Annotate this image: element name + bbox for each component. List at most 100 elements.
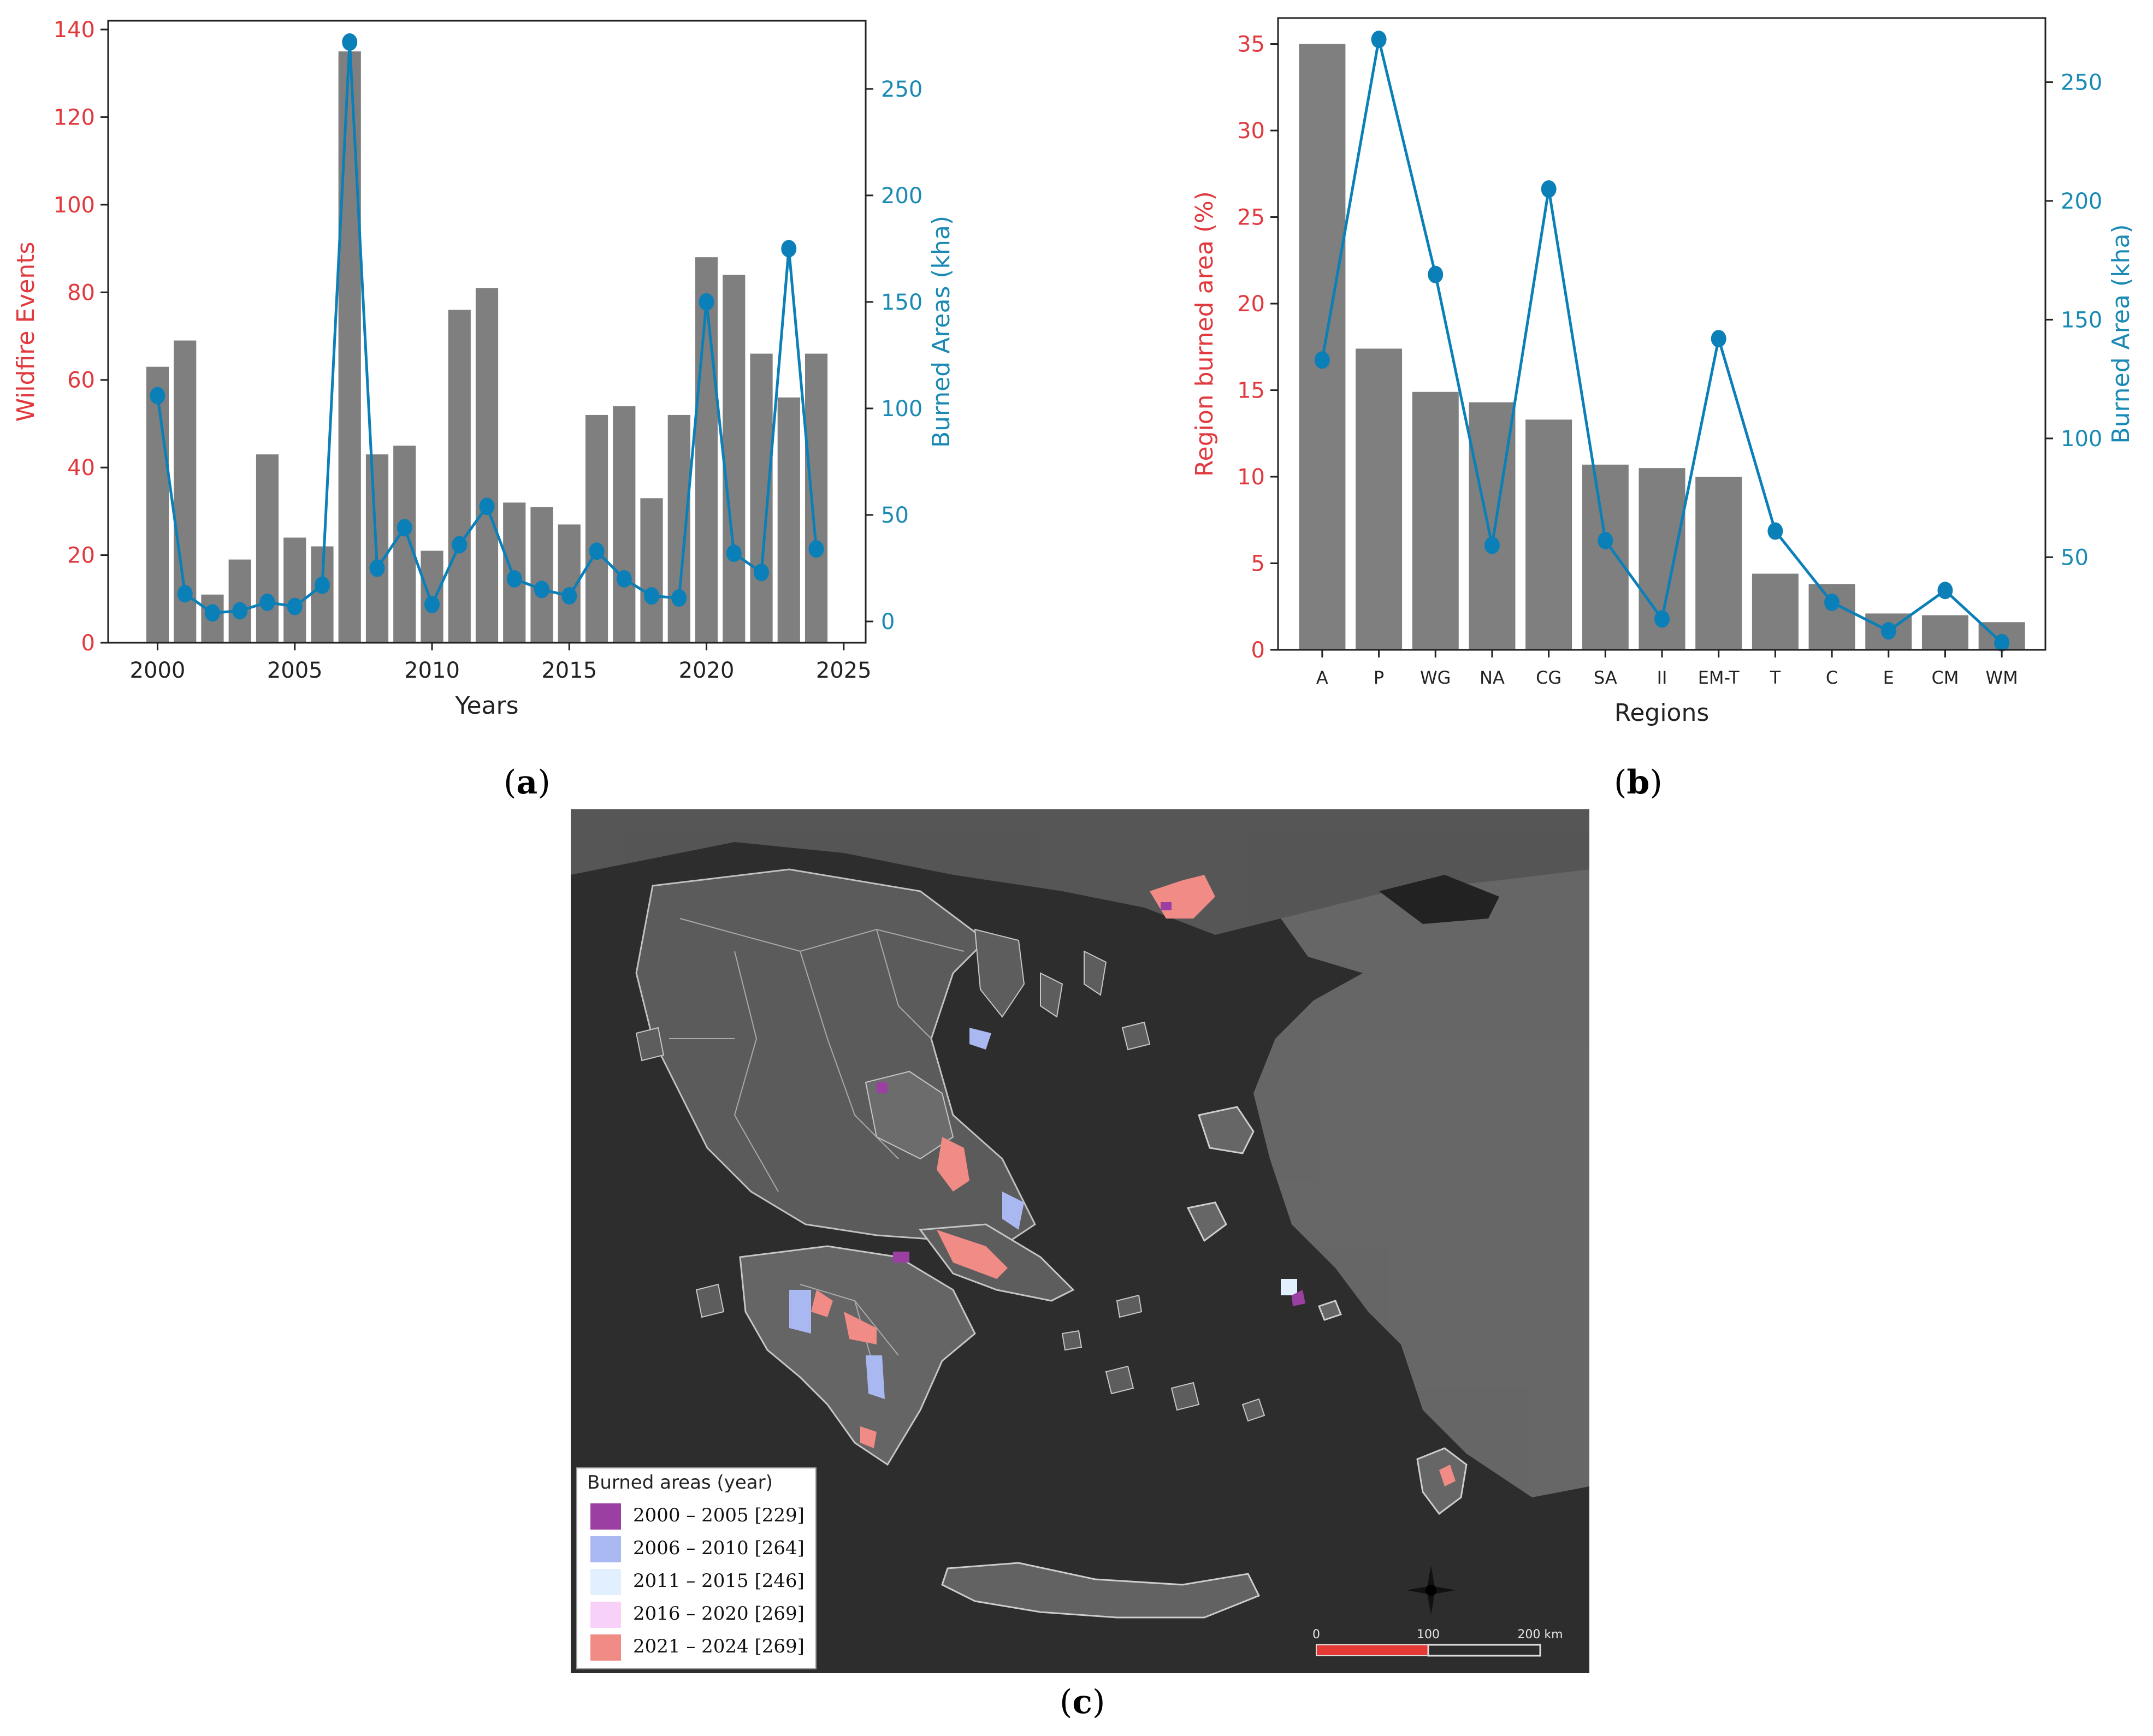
- chart-wildfire-events-by-year: 0 20 40 60 80 100 120 140 0 50 100 150 200 250 2000 200…: [12, 17, 955, 720]
- data-point: [754, 564, 770, 582]
- bar: [613, 406, 636, 643]
- y2-tick-label: 150: [881, 290, 922, 315]
- legend-item-2021-2024: 2021 – 2024 [269]: [590, 1632, 814, 1661]
- data-point: [1598, 531, 1613, 549]
- data-point: [808, 540, 824, 558]
- chart-burned-area-by-region: 0 5 10 15 20 25 30 35 50 100 150 200 250 A P WG NA CG SA II…: [1191, 17, 2135, 727]
- y-tick-label: 60: [67, 368, 95, 393]
- y2-tick-label: 250: [881, 77, 922, 102]
- bar: [1582, 464, 1629, 650]
- data-point: [1541, 180, 1557, 198]
- data-point: [1371, 31, 1387, 49]
- bar: [805, 353, 828, 643]
- data-point: [534, 580, 550, 599]
- bar: [1412, 392, 1459, 650]
- x-tick-label: II: [1657, 667, 1667, 688]
- panel-label-c: (c): [1060, 1683, 1105, 1721]
- plot-frame: [107, 20, 867, 644]
- data-point: [1711, 330, 1726, 348]
- land-masses: [571, 809, 1589, 1619]
- y-tick-label: 40: [67, 455, 95, 481]
- legend-swatch: [590, 1602, 621, 1628]
- x-tick-label: WG: [1420, 667, 1451, 688]
- scale-label-100: 100: [1417, 1628, 1440, 1642]
- y-tick-label: 120: [54, 105, 95, 130]
- x-axis-label: Years: [454, 692, 518, 720]
- legend-swatch: [590, 1503, 621, 1530]
- data-point: [314, 576, 330, 594]
- bar: [585, 414, 608, 643]
- y-tick-label: 10: [1237, 465, 1265, 490]
- y-tick-label: 30: [1237, 119, 1265, 144]
- bar: [1525, 419, 1572, 650]
- map-legend: Burned areas (year) 2000 – 2005 [229] 20…: [576, 1467, 817, 1669]
- x-tick-label: 2020: [679, 658, 735, 683]
- legend-swatch: [590, 1569, 621, 1595]
- bar: [146, 366, 169, 643]
- x-tick-label: SA: [1594, 667, 1617, 688]
- data-point: [1767, 522, 1783, 540]
- region-borders: [669, 918, 965, 1378]
- data-point: [369, 559, 385, 577]
- scale-label-0: 0: [1312, 1628, 1320, 1642]
- x-tick-label: WM: [1986, 667, 2018, 688]
- x-tick-label: P: [1374, 667, 1384, 688]
- bar: [695, 257, 718, 643]
- y-tick-label: 140: [54, 17, 95, 43]
- x-tick-label: CM: [1931, 667, 1959, 688]
- y-tick-label: 5: [1251, 552, 1265, 577]
- legend-item-2011-2015: 2011 – 2015 [246]: [590, 1567, 814, 1595]
- greece-burned-areas-map: 0 100 200 km Burned areas (year) 2000 – …: [571, 809, 1589, 1673]
- legend-label: 2011 – 2015 [246]: [633, 1570, 805, 1592]
- bar: [1299, 44, 1346, 650]
- x-tick-label: NA: [1480, 667, 1505, 688]
- x-axis-label: Regions: [1614, 699, 1710, 727]
- data-point: [616, 570, 632, 588]
- bar: [723, 275, 746, 643]
- data-point: [726, 544, 742, 562]
- bar: [1752, 573, 1799, 650]
- scale-label-200: 200 km: [1517, 1628, 1563, 1642]
- legend-label: 2021 – 2024 [269]: [633, 1636, 805, 1657]
- data-point: [1880, 622, 1896, 640]
- bar: [393, 446, 416, 643]
- burned-areas: [789, 875, 1456, 1486]
- y-tick-label: 15: [1237, 378, 1265, 404]
- y-tick-label: 80: [67, 280, 95, 305]
- legend-label: 2000 – 2005 [229]: [633, 1504, 805, 1526]
- north-arrow-icon: [1406, 1566, 1456, 1615]
- y-tick-label: 0: [81, 631, 95, 656]
- data-point: [479, 497, 495, 516]
- x-tick-label: 2025: [816, 658, 872, 683]
- y2-tick-label: 100: [881, 396, 922, 422]
- x-tick-label: E: [1883, 667, 1894, 688]
- legend-label: 2016 – 2020 [269]: [633, 1603, 805, 1625]
- data-point: [424, 595, 440, 613]
- x-tick-label: C: [1826, 667, 1838, 688]
- data-point: [1654, 610, 1670, 628]
- legend-swatch: [590, 1536, 621, 1562]
- x-tick-label: A: [1316, 667, 1328, 688]
- data-point: [589, 542, 605, 560]
- y2-tick-label: 50: [2061, 545, 2089, 570]
- data-point: [671, 589, 687, 607]
- legend-item-2000-2005: 2000 – 2005 [229]: [590, 1501, 814, 1530]
- bar: [640, 498, 663, 643]
- scale-bar: [1316, 1644, 1541, 1657]
- x-tick-label: 2000: [130, 658, 186, 683]
- data-point: [342, 33, 358, 51]
- panel-label-a: (a): [504, 763, 551, 802]
- y2-axis-label: Burned Areas (kha): [927, 216, 955, 448]
- bar: [256, 454, 279, 643]
- data-point: [177, 585, 193, 603]
- bar: [448, 310, 471, 643]
- y-tick-label: 100: [54, 193, 95, 218]
- legend-swatch: [590, 1634, 621, 1661]
- data-point: [1937, 582, 1953, 600]
- data-point: [232, 602, 248, 620]
- legend-label: 2006 – 2010 [264]: [633, 1537, 805, 1559]
- data-point: [204, 604, 220, 622]
- data-point: [1994, 633, 2010, 651]
- data-point: [1314, 351, 1330, 369]
- data-point: [561, 587, 577, 605]
